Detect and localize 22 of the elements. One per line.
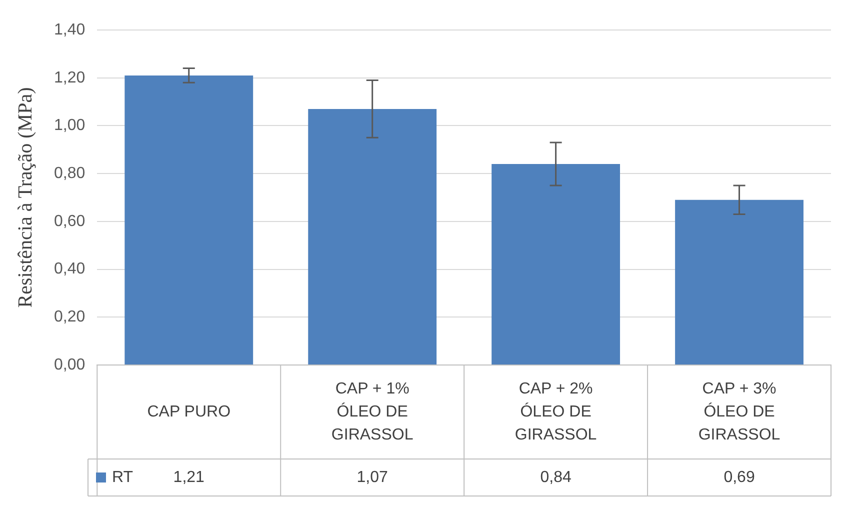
data-label: 0,84 — [540, 468, 572, 486]
x-tick-label: CAP + 1% ÓLEO DE GIRASSOL — [331, 380, 414, 444]
bar — [308, 108, 437, 364]
y-tick-label: 0,00 — [54, 356, 86, 374]
y-tick-label: 0,60 — [54, 212, 86, 230]
bar — [675, 200, 804, 364]
x-tick-label: CAP + 3% ÓLEO DE GIRASSOL — [698, 380, 780, 444]
data-label: 1,07 — [356, 468, 388, 486]
y-axis-title: Resistência à Tração (MPa) — [14, 87, 36, 308]
y-tick-label: 1,20 — [54, 69, 86, 86]
x-tick-label: CAP PURO — [147, 403, 231, 420]
y-tick-label: 0,20 — [54, 308, 86, 326]
x-tick-label: CAP + 2% ÓLEO DE GIRASSOL — [514, 380, 597, 444]
y-tick-label: 0,80 — [54, 164, 86, 182]
data-label: 0,69 — [724, 468, 755, 486]
data-label: 1,21 — [173, 468, 205, 486]
bar — [124, 75, 254, 364]
y-tick-label: 1,40 — [54, 21, 86, 38]
legend-label: RT — [112, 468, 134, 486]
bar — [492, 164, 620, 364]
y-tick-label: 0,40 — [54, 260, 86, 278]
y-tick-label: 1,00 — [54, 117, 86, 134]
